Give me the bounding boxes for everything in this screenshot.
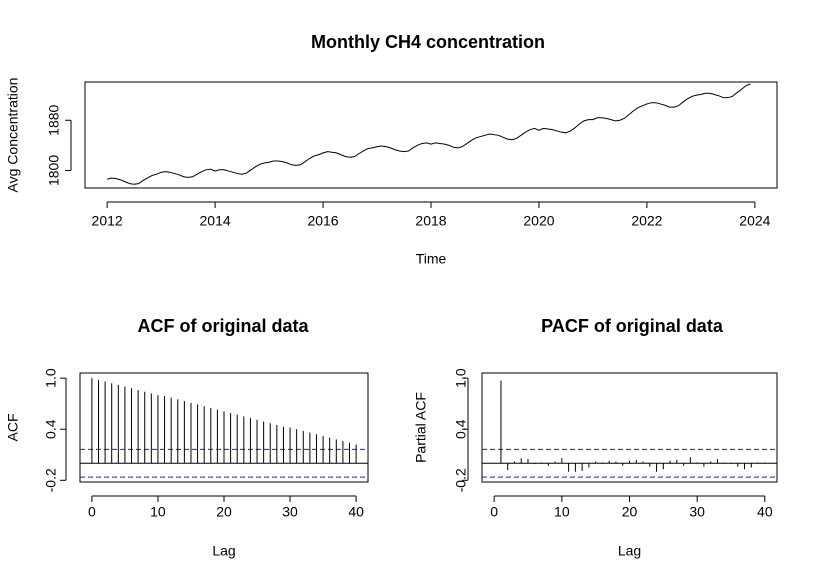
x-tick-label: 0 xyxy=(490,504,498,520)
data-line xyxy=(106,83,751,185)
x-axis-label: Lag xyxy=(212,543,235,559)
plot-box xyxy=(481,372,778,483)
chart-title: Monthly CH4 concentration xyxy=(311,32,545,52)
y-tick-label: 1.0 xyxy=(43,368,59,388)
plot-box xyxy=(79,372,369,483)
x-axis-label: Time xyxy=(416,251,447,267)
y-axis-label: ACF xyxy=(5,414,21,442)
x-tick-label: 2024 xyxy=(739,213,770,229)
x-tick-label: 30 xyxy=(689,504,705,520)
y-axis-label: Avg Concentration xyxy=(5,78,21,193)
x-tick-label: 20 xyxy=(216,504,232,520)
x-tick-label: 10 xyxy=(554,504,570,520)
x-tick-label: 2020 xyxy=(523,213,554,229)
x-tick-label: 2022 xyxy=(631,213,662,229)
x-tick-label: 40 xyxy=(348,504,364,520)
x-tick-label: 0 xyxy=(88,504,96,520)
x-tick-label: 40 xyxy=(757,504,773,520)
chart-title: PACF of original data xyxy=(541,316,724,336)
y-axis-label: Partial ACF xyxy=(413,392,429,463)
plot-box xyxy=(84,81,778,189)
y-tick-label: 0.4 xyxy=(453,419,469,439)
x-tick-label: 20 xyxy=(622,504,638,520)
y-tick-label: 0.4 xyxy=(43,419,59,439)
x-axis-label: Lag xyxy=(618,543,641,559)
y-tick-label: 1.0 xyxy=(453,368,469,388)
x-tick-label: 2012 xyxy=(92,213,123,229)
chart-title: ACF of original data xyxy=(138,316,310,336)
y-tick-label: 1880 xyxy=(46,104,62,135)
x-tick-label: 30 xyxy=(282,504,298,520)
x-tick-label: 10 xyxy=(150,504,166,520)
y-tick-label: -0.2 xyxy=(453,468,469,492)
y-tick-label: -0.2 xyxy=(43,468,59,492)
y-tick-label: 1800 xyxy=(46,155,62,186)
x-tick-label: 2016 xyxy=(307,213,338,229)
x-tick-label: 2014 xyxy=(200,213,231,229)
x-tick-label: 2018 xyxy=(415,213,446,229)
